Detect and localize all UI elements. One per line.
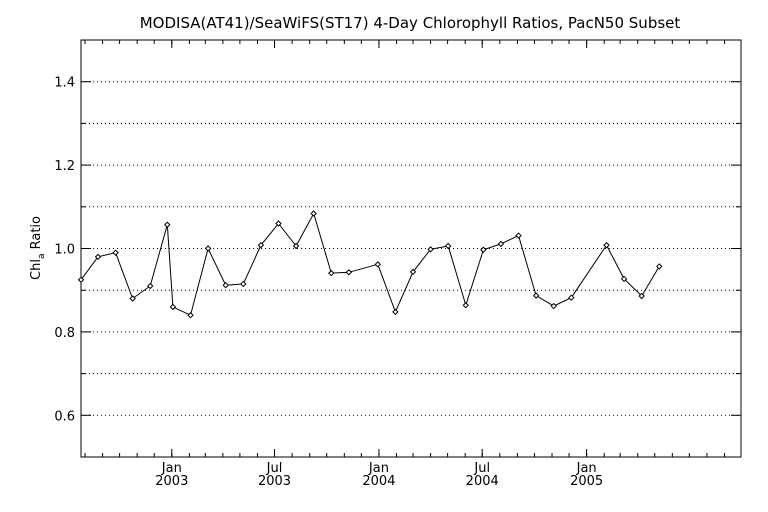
data-point (169, 303, 177, 311)
grid (81, 81, 741, 416)
x-tick-label-year: 2005 (570, 474, 603, 489)
data-point (187, 312, 194, 319)
x-tick-label-year: 2003 (155, 474, 188, 489)
data-point (94, 253, 102, 261)
data-point (129, 295, 136, 302)
data-point (638, 292, 645, 300)
data-point (427, 246, 434, 253)
data-point (222, 281, 229, 289)
data-point (147, 282, 154, 290)
data-point (480, 246, 487, 253)
x-tick-label-month: Jul (473, 461, 490, 476)
data-point (328, 269, 335, 277)
series (77, 210, 663, 319)
data-point (568, 294, 575, 301)
data-point (77, 276, 85, 283)
y-tick-label: 1.4 (54, 76, 75, 91)
data-point (409, 268, 417, 276)
x-tick-label-year: 2004 (362, 474, 395, 489)
y-tick-label: 1.0 (54, 243, 75, 258)
data-point (462, 302, 469, 309)
x-tick-label-year: 2004 (466, 474, 499, 489)
x-tick-label-month: Jan (368, 461, 389, 476)
data-point (374, 261, 382, 268)
y-tick-label: 0.8 (54, 326, 75, 341)
data-point (392, 308, 399, 316)
data-point (292, 242, 300, 250)
data-point (515, 232, 522, 239)
x-tick-label-month: Jan (161, 461, 182, 476)
data-point (550, 302, 557, 310)
x-tick-label-year: 2003 (258, 474, 291, 489)
data-point (603, 241, 610, 249)
data-point (497, 240, 505, 248)
data-point (444, 242, 452, 250)
y-axis: 0.6 0.8 1.0 1.2 1.4 (54, 76, 741, 424)
data-point (656, 263, 663, 270)
chart-title: MODISA(AT41)/SeaWiFS(ST17) 4-Day Chlorop… (140, 14, 681, 32)
data-point (164, 221, 171, 228)
data-point (532, 292, 540, 299)
plot-frame (80, 39, 742, 458)
data-point (310, 210, 317, 217)
data-point (275, 220, 282, 227)
data-point (345, 269, 353, 276)
data-point (240, 280, 247, 288)
data-point (257, 241, 265, 249)
series-line (80, 212, 660, 316)
data-point (112, 249, 119, 256)
y-tick-label: 0.6 (54, 409, 75, 424)
y-tick-label: 1.2 (54, 159, 75, 174)
y-axis-label: Chla Ratio (29, 216, 47, 280)
data-point (204, 245, 212, 252)
data-point (620, 275, 628, 283)
x-tick-label-month: Jan (576, 461, 597, 476)
x-tick-label-month: Jul (266, 461, 283, 476)
